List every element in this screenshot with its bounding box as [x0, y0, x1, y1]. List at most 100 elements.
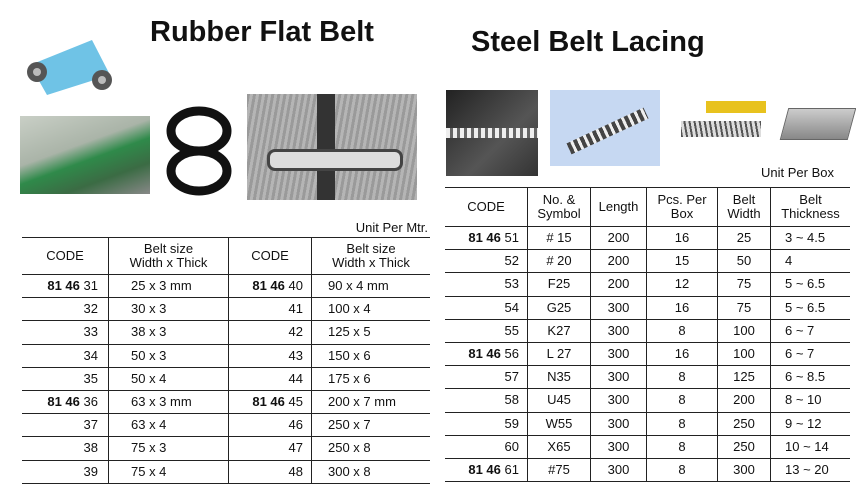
pcs-cell: 16: [646, 225, 718, 250]
code-cell: 53: [445, 272, 528, 297]
width-cell: 25: [717, 225, 771, 250]
cell-value: 58: [504, 392, 519, 408]
header-line: Belt size: [143, 241, 194, 256]
header-line: Box: [670, 206, 694, 221]
cell-value: 9 ~ 12: [785, 415, 822, 431]
thickness-cell: 6 ~ 7: [770, 318, 850, 344]
cell-value: 30 x 3: [131, 301, 167, 317]
steel-belt-lacing-title: Steel Belt Lacing: [471, 26, 705, 58]
length-cell: 300: [590, 458, 647, 483]
header-belt-size: Belt size Width x Thick: [311, 237, 430, 275]
length-cell: 300: [590, 434, 647, 460]
cell-value: 45: [288, 394, 303, 410]
lacing-box-photo: [776, 96, 856, 150]
symbol-cell: # 15: [527, 225, 591, 250]
cell-value: # 15: [546, 230, 572, 245]
cell-value: 8: [678, 392, 686, 408]
size-cell: 100 x 4: [311, 297, 430, 321]
cell-value: 300: [607, 346, 630, 362]
symbol-cell: F25: [527, 272, 591, 297]
code-cell: 42: [228, 320, 312, 345]
cell-value: W55: [545, 415, 573, 431]
belt-closeup-photo: [247, 94, 417, 200]
cell-value: 37: [83, 417, 98, 433]
cell-value: 46: [288, 417, 303, 433]
steel-lacing-table: CODE No. & Symbol Length Pcs. Per Box Belt…: [445, 187, 850, 483]
cell-value: 32: [83, 301, 98, 317]
length-cell: 300: [590, 295, 647, 320]
symbol-cell: U45: [527, 388, 591, 413]
width-cell: 100: [717, 318, 771, 344]
cell-value: 10 ~ 14: [785, 438, 829, 454]
cell-value: 39: [83, 463, 98, 479]
code-cell: 55: [445, 318, 528, 344]
size-cell: 30 x 3: [108, 297, 229, 321]
table-row: 81 46 51 # 15 200 16 25 3 ~ 4.5: [445, 225, 850, 250]
cell-value: 33: [83, 324, 98, 340]
code-cell: 59: [445, 411, 528, 436]
lacing-pins-photo: [676, 96, 772, 146]
code-cell: 81 46 45: [228, 390, 312, 414]
unit-per-mtr-label: Unit Per Mtr.: [355, 220, 428, 235]
cell-value: 100 x 4: [328, 301, 371, 317]
table-row: 38 75 x 3 47 250 x 8: [22, 436, 430, 461]
table-row: 35 50 x 4 44 175 x 6: [22, 366, 430, 392]
code-cell: 81 46 40: [228, 273, 312, 298]
cell-value: 200 x 7 mm: [328, 394, 396, 410]
table-row: 33 38 x 3 42 125 x 5: [22, 320, 430, 345]
cell-value: 53: [504, 276, 519, 292]
code-cell: 37: [22, 413, 109, 437]
cell-value: 63 x 4: [131, 417, 167, 433]
table-row: 32 30 x 3 41 100 x 4: [22, 297, 430, 321]
cell-value: 175 x 6: [328, 370, 371, 386]
cell-value: 15: [674, 253, 690, 269]
cell-value: G25: [546, 299, 572, 315]
cell-value: 5 ~ 6.5: [785, 276, 826, 292]
size-cell: 25 x 3 mm: [108, 273, 229, 298]
size-cell: 300 x 8: [311, 459, 430, 484]
table-row: 59 W55 300 8 250 9 ~ 12: [445, 411, 850, 436]
header-pcs-per-box: Pcs. Per Box: [646, 187, 718, 227]
pcs-cell: 8: [646, 411, 718, 436]
cell-value: #75: [548, 462, 570, 478]
pcs-cell: 8: [646, 318, 718, 344]
length-cell: 300: [590, 388, 647, 413]
width-cell: 250: [717, 434, 771, 460]
header-line: Symbol: [537, 206, 581, 221]
cell-value: 8: [678, 415, 686, 431]
cell-value: 25: [736, 230, 752, 245]
cell-value: 250 x 8: [328, 440, 371, 456]
pcs-cell: 8: [646, 365, 718, 389]
header-belt-width: Belt Width: [717, 187, 771, 227]
cell-value: 4: [785, 253, 793, 269]
code-prefix: 81 46: [47, 278, 80, 293]
cell-value: 57: [504, 369, 519, 385]
cell-value: X65: [547, 438, 571, 454]
thickness-cell: 3 ~ 4.5: [770, 225, 850, 250]
cell-value: 125 x 5: [328, 324, 371, 340]
cell-value: 125: [733, 369, 755, 385]
code-prefix: 81 46: [47, 394, 80, 410]
symbol-cell: N35: [527, 365, 591, 389]
cell-value: U45: [547, 392, 571, 408]
cell-value: 41: [288, 301, 303, 317]
code-cell: 57: [445, 365, 528, 389]
cell-value: 300: [607, 369, 630, 385]
cell-value: 50 x 3: [131, 347, 167, 363]
cell-value: 5 ~ 6.5: [785, 299, 826, 315]
pcs-cell: 16: [646, 342, 718, 366]
size-cell: 175 x 6: [311, 366, 430, 392]
length-cell: 300: [590, 318, 647, 344]
thickness-cell: 8 ~ 10: [770, 388, 850, 413]
size-cell: 63 x 4: [108, 413, 229, 437]
code-cell: 58: [445, 388, 528, 413]
size-cell: 125 x 5: [311, 320, 430, 345]
cell-value: 75 x 3: [131, 440, 167, 456]
cell-value: 200: [733, 392, 755, 408]
thickness-cell: 13 ~ 20: [770, 458, 850, 483]
cell-value: 300: [733, 462, 755, 478]
size-cell: 50 x 3: [108, 343, 229, 368]
table-row: 81 46 56 L 27 300 16 100 6 ~ 7: [445, 342, 850, 366]
width-cell: 200: [717, 388, 771, 413]
cell-value: N35: [547, 369, 571, 385]
